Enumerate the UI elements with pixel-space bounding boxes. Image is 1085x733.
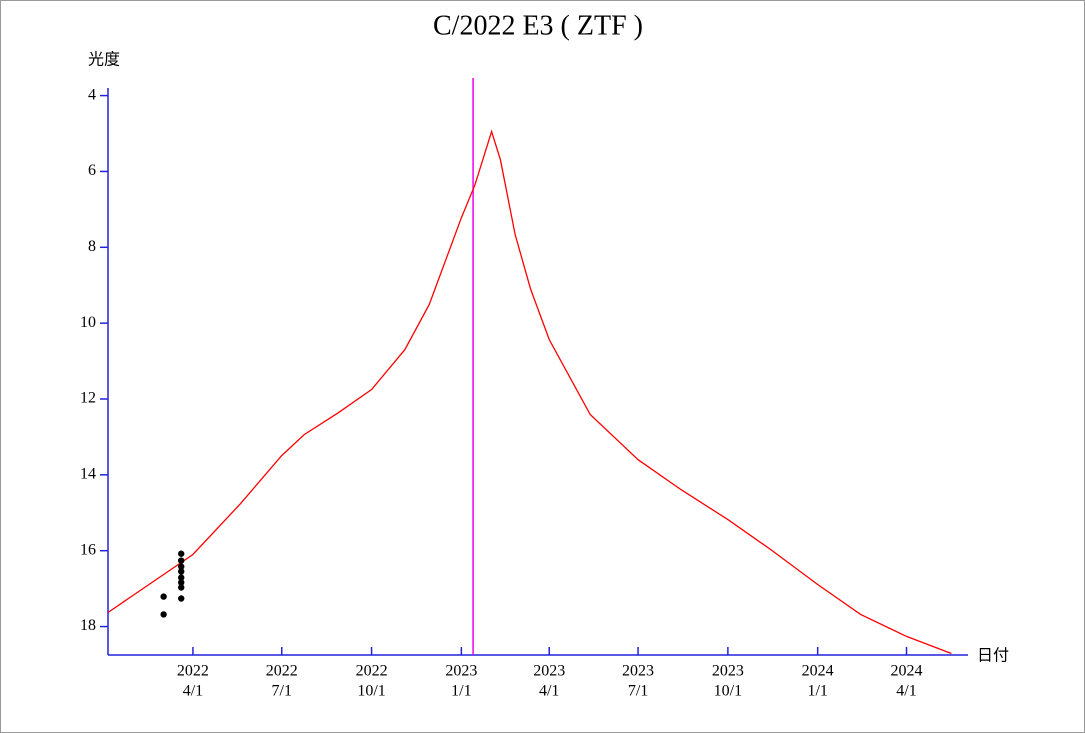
x-tick-label: 2023	[533, 663, 565, 680]
x-tick-label: 2023	[622, 663, 654, 680]
x-tick-label: 4/1	[539, 683, 559, 700]
x-tick-label: 1/1	[451, 683, 471, 700]
x-tick-label: 2022	[177, 663, 209, 680]
observation	[178, 563, 185, 570]
light-curve	[107, 129, 952, 655]
observation	[160, 611, 167, 618]
y-axis-label: 光度	[88, 50, 120, 69]
observation	[178, 574, 185, 581]
y-tick-label: 12	[80, 390, 96, 407]
y-tick-label: 18	[80, 617, 96, 634]
observation	[178, 550, 185, 557]
observation	[178, 595, 185, 602]
observation	[178, 557, 185, 564]
x-tick-label: 10/1	[357, 683, 385, 700]
y-tick-label: 10	[80, 314, 96, 331]
observation	[178, 584, 185, 591]
x-tick-label: 1/1	[807, 683, 827, 700]
x-tick-label: 10/1	[714, 683, 742, 700]
y-tick-label: 4	[88, 86, 96, 103]
x-tick-label: 4/1	[183, 683, 203, 700]
x-tick-label: 2024	[891, 663, 923, 680]
x-tick-label: 7/1	[272, 683, 292, 700]
observation	[178, 579, 185, 586]
x-axis-label: 日付	[977, 646, 1009, 665]
x-tick-label: 2023	[445, 663, 477, 680]
chart-title: C/2022 E3 ( ZTF )	[433, 10, 643, 41]
y-tick-label: 8	[88, 238, 96, 255]
x-tick-label: 2024	[802, 663, 834, 680]
observation	[160, 593, 167, 600]
y-tick-label: 16	[80, 541, 96, 558]
observation	[178, 568, 185, 575]
x-tick-label: 2023	[712, 663, 744, 680]
x-tick-label: 2022	[356, 663, 388, 680]
y-tick-label: 6	[88, 162, 96, 179]
x-tick-label: 4/1	[896, 683, 916, 700]
x-tick-label: 7/1	[628, 683, 648, 700]
y-tick-label: 14	[80, 466, 96, 483]
x-tick-label: 2022	[266, 663, 298, 680]
